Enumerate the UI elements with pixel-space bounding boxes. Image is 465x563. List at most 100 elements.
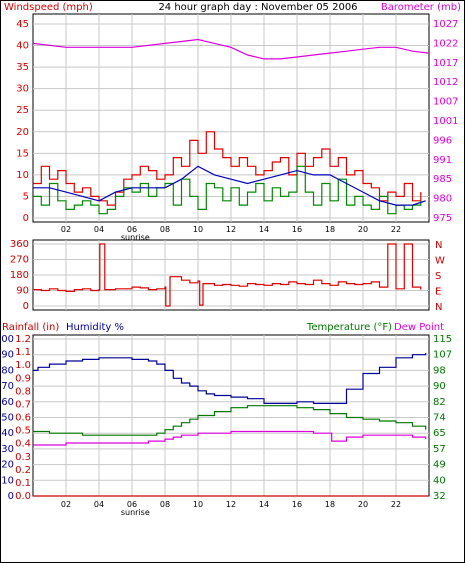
windspeed-tick-label: 25: [16, 105, 29, 116]
direction-series: [33, 243, 422, 307]
x-tick-label: 06: [127, 225, 137, 234]
temperature-line: [33, 405, 427, 436]
x-tick-label: 16: [292, 225, 302, 234]
rainfall-tick-label: 1.1: [15, 347, 31, 358]
direction-tick-label: 0: [23, 301, 29, 312]
humidity-tick-label: 70: [1, 381, 14, 392]
temperature-tick-label: 65: [433, 428, 446, 439]
temperature-tick-label: 74: [433, 413, 446, 424]
rainfall-tick-label: 0.2: [15, 465, 31, 476]
rainfall-tick-label: 0.7: [15, 399, 31, 410]
rainfall-header: Rainfall (in): [2, 322, 59, 333]
rainfall-tick-label: 0.6: [15, 413, 31, 424]
dewpoint-line: [33, 430, 427, 446]
x-tick-label: 22: [391, 225, 401, 234]
barometer-tick-label: 991: [433, 155, 452, 166]
compass-label: E: [435, 287, 441, 298]
rainfall-tick-label: 0.5: [15, 426, 31, 437]
compass-label: N: [435, 240, 442, 251]
humidity-tick-label: 40: [1, 428, 14, 439]
x-tick-label: 18: [325, 225, 335, 234]
windspeed-axis: 0 5 10 15 20 25 30 35 40 45: [16, 19, 29, 224]
windspeed-tick-label: 30: [16, 84, 29, 95]
temperature-tick-label: 40: [433, 475, 446, 486]
wind-x-axis: 02 04 06 08 10 12 14 16 18 20 22: [61, 225, 401, 234]
rainfall-tick-label: 0.0: [15, 491, 31, 502]
rainfall-tick-label: 0.3: [15, 452, 31, 463]
rainfall-tick-label: 0.8: [15, 386, 31, 397]
direction-tick-label: 270: [10, 255, 29, 266]
x-tick-label: 22: [391, 500, 401, 509]
rainfall-tick-label: 0.4: [15, 439, 31, 450]
barometer-tick-label: 985: [433, 174, 452, 185]
rainfall-tick-label: 1.0: [15, 360, 31, 371]
x-tick-label: 08: [160, 500, 170, 509]
rainfall-tick-label: 0.9: [15, 373, 31, 384]
sunrise-label: sunrise: [121, 508, 150, 517]
wind-speed-line: [33, 131, 422, 206]
temperature-tick-label: 107: [433, 350, 452, 361]
temperature-header: Temperature (°F): [306, 322, 392, 333]
humidity-tick-label: 0: [8, 491, 14, 502]
direction-tick-label: 90: [16, 286, 29, 297]
compass-label: W: [435, 256, 445, 267]
humidity-tick-label: 30: [1, 444, 14, 455]
barometer-axis: 975 980 985 991 996 1001 1007 1012 1017 1022 1027: [433, 19, 458, 224]
temp-series: [33, 353, 429, 497]
barometer-tick-label: 1001: [433, 116, 458, 127]
windspeed-tick-label: 0: [23, 213, 29, 224]
x-tick-label: 02: [61, 225, 71, 234]
direction-tick-label: 180: [10, 270, 29, 281]
x-tick-label: 16: [292, 500, 302, 509]
direction-tick-label: 360: [10, 239, 29, 250]
windspeed-tick-label: 40: [16, 41, 29, 52]
windspeed-tick-label: 45: [16, 19, 29, 30]
temp-x-axis: 02 04 06 08 10 12 14 16 18 20 22: [61, 500, 401, 509]
humidity-header: Humidity %: [66, 322, 124, 333]
x-tick-label: 20: [358, 225, 368, 234]
wind-gust-line: [33, 165, 422, 215]
x-tick-label: 08: [160, 225, 170, 234]
barometer-tick-label: 1017: [433, 58, 458, 69]
wind-avg-line: [33, 165, 426, 206]
x-tick-label: 10: [193, 500, 203, 509]
barometer-tick-label: 1027: [433, 19, 458, 30]
barometer-tick-label: 1012: [433, 77, 458, 88]
x-tick-label: 04: [94, 500, 104, 509]
compass-label: S: [435, 271, 441, 282]
dewpoint-header: Dew Point: [394, 322, 444, 333]
x-tick-label: 20: [358, 500, 368, 509]
humidity-tick-label: 60: [1, 397, 14, 408]
x-tick-label: 18: [325, 500, 335, 509]
windspeed-tick-label: 15: [16, 148, 29, 159]
compass-label: N: [435, 302, 442, 313]
wind-direction-line: [33, 243, 422, 307]
humidity-tick-label: 90: [1, 350, 14, 361]
humidity-tick-label: 20: [1, 460, 14, 471]
temperature-tick-label: 82: [433, 397, 446, 408]
x-tick-label: 02: [61, 500, 71, 509]
rainfall-tick-label: 1.2: [15, 334, 31, 345]
windspeed-header: Windspeed (mph): [4, 2, 93, 13]
barometer-tick-label: 1007: [433, 97, 458, 108]
temperature-tick-label: 115: [433, 334, 452, 345]
temp-grid: [33, 335, 429, 497]
temperature-axis: 32 40 49 57 65 74 82 90 98 107 115: [433, 334, 452, 502]
wind-series: [32, 38, 430, 215]
x-tick-label: 12: [226, 225, 236, 234]
x-tick-label: 12: [226, 500, 236, 509]
sunrise-label: sunrise: [121, 233, 150, 242]
humidity-tick-label: 80: [1, 365, 14, 376]
barometer-header: Barometer (mb): [381, 2, 461, 13]
temperature-tick-label: 49: [433, 460, 446, 471]
humidity-tick-label: 100: [0, 334, 14, 345]
windspeed-tick-label: 10: [16, 170, 29, 181]
windspeed-tick-label: 35: [16, 62, 29, 73]
barometer-tick-label: 975: [433, 213, 452, 224]
barometer-tick-label: 1022: [433, 38, 458, 49]
x-tick-label: 04: [94, 225, 104, 234]
x-tick-label: 06: [127, 500, 137, 509]
humidity-line: [33, 353, 427, 404]
